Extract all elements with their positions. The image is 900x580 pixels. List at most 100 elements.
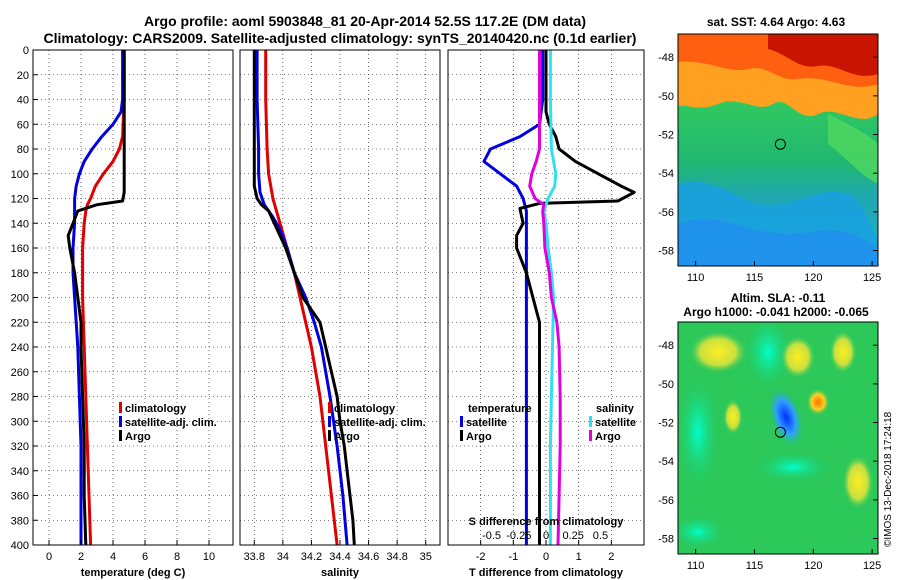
- sla-map-frame: [677, 321, 879, 555]
- depth-tick-label: 400: [11, 540, 29, 552]
- depth-tick-label: 220: [11, 317, 29, 329]
- legend-satellite: satellite-adj. clim.: [334, 417, 426, 429]
- lat-tick-label: -58: [658, 534, 674, 546]
- legend-swatch-climatology: [328, 402, 331, 413]
- s-diff-tick-label: -0.5: [482, 530, 501, 542]
- series-line-satellite: [71, 50, 125, 545]
- depth-tick-label: 100: [11, 169, 29, 181]
- x-tick-label: 34.6: [358, 551, 379, 563]
- difference-grid: [448, 49, 644, 546]
- legend-argo: Argo: [125, 431, 151, 443]
- lat-tick-label: -52: [658, 418, 674, 430]
- temperature-grid: [33, 49, 233, 546]
- depth-tick-label: 300: [11, 416, 29, 428]
- t-difference-label: T difference from climatology: [469, 567, 624, 579]
- legend-argo: Argo: [334, 431, 360, 443]
- x-tick-label: 34.8: [386, 551, 407, 563]
- temperature-panel: 0204060801001201401601802002202402602803…: [11, 45, 234, 579]
- temperature-x-ticks: 0 2 4 6 8 10: [46, 540, 215, 563]
- x-tick-label: 34.2: [301, 551, 322, 563]
- sla-float-marker: [774, 426, 786, 438]
- x-tick-label: -2: [476, 551, 486, 563]
- salinity-lines: [252, 50, 356, 546]
- imos-credit: ©IMOS 13-Dec-2018 17:24:18: [883, 411, 894, 547]
- lon-tick-label: 120: [804, 272, 822, 284]
- depth-tick-label: 360: [11, 491, 29, 503]
- s-difference-label: S difference from climatology: [469, 516, 625, 528]
- legend-temperature-title: temperature: [468, 403, 532, 415]
- sla-lat-ticks: -48 -50 -52 -54 -56 -58: [658, 340, 878, 546]
- depth-tick-label: 380: [11, 515, 29, 527]
- x-tick-label: 34: [277, 551, 289, 563]
- depth-tick-label: 20: [17, 70, 29, 82]
- legend-climatology: climatology: [125, 403, 187, 415]
- difference-panel: -2 -1 0 1 2 -0.5 -0.25 0 0.25 0.5 S difference f…: [447, 49, 645, 579]
- lat-tick-label: -48: [658, 340, 674, 352]
- depth-tick-label: 120: [11, 194, 29, 206]
- temperature-legend: climatology satellite-adj. clim. Argo: [119, 402, 217, 443]
- title-line-1: Argo profile: aoml 5903848_81 20-Apr-201…: [144, 13, 586, 29]
- legend-swatch-argo: [328, 430, 331, 441]
- depth-tick-label: 180: [11, 268, 29, 280]
- s-diff-tick-label: 0.5: [593, 530, 608, 542]
- legend-swatch-satellite: [328, 416, 331, 427]
- s-diff-tick-label: 0: [543, 530, 549, 542]
- legend-salinity-title: salinity: [596, 403, 635, 415]
- sla-map-subtitle: Argo h1000: -0.041 h2000: -0.065: [683, 305, 869, 319]
- depth-tick-label: 160: [11, 243, 29, 255]
- x-tick-label: 33.8: [244, 551, 265, 563]
- sla-map-title: Altim. SLA: -0.11: [731, 291, 826, 305]
- lat-tick-label: -52: [658, 130, 674, 142]
- x-tick-label: -1: [508, 551, 518, 563]
- legend-swatch-t-satellite: [460, 416, 463, 427]
- legend-climatology: climatology: [334, 403, 396, 415]
- legend-swatch-s-satellite: [589, 416, 592, 427]
- depth-tick-label: 40: [17, 95, 29, 107]
- series-line-climatology: [81, 50, 126, 546]
- depth-tick-label: 80: [17, 144, 29, 156]
- x-tick-label: 0: [543, 551, 549, 563]
- sst-map: 110 115 120 125 -48 -50 -52 -54 -56 -58: [658, 33, 881, 284]
- x-tick-label: 2: [78, 551, 84, 563]
- depth-ticks: 0 20 40 60 80 100 120 140 160 180 200 220 240 260 280 3…: [11, 45, 38, 552]
- depth-tick-label: 0: [23, 45, 29, 57]
- temperature-x-label: temperature (deg C): [81, 567, 186, 579]
- legend-s-argo: Argo: [595, 431, 621, 443]
- lat-tick-label: -58: [658, 246, 674, 258]
- depth-tick-label: 320: [11, 441, 29, 453]
- depth-tick-label: 340: [11, 466, 29, 478]
- lon-tick-label: 115: [746, 272, 764, 284]
- sla-lon-ticks: 110 115 120 125: [687, 549, 881, 572]
- legend-s-satellite: satellite: [595, 417, 636, 429]
- lat-tick-label: -56: [658, 495, 674, 507]
- legend-swatch-argo: [119, 430, 122, 441]
- x-tick-label: 1: [576, 551, 582, 563]
- depth-tick-label: 240: [11, 342, 29, 354]
- x-tick-label: 0: [46, 551, 52, 563]
- x-tick-label: 35: [420, 551, 432, 563]
- temperature-lines: [66, 50, 126, 546]
- lon-tick-label: 120: [804, 560, 822, 572]
- salinity-x-label: salinity: [321, 567, 360, 579]
- lat-tick-label: -50: [658, 379, 674, 391]
- x-tick-label: 4: [110, 551, 116, 563]
- lat-tick-label: -50: [658, 91, 674, 103]
- depth-tick-label: 280: [11, 392, 29, 404]
- legend-swatch-s-argo: [589, 430, 592, 441]
- legend-t-argo: Argo: [466, 431, 492, 443]
- lat-tick-label: -56: [658, 207, 674, 219]
- salinity-panel: 33.8 34 34.2 34.4 34.6 34.8 35 salinity climat…: [239, 49, 441, 579]
- title-line-2: Climatology: CARS2009. Satellite-adjuste…: [44, 30, 637, 46]
- lat-tick-label: -54: [658, 456, 674, 468]
- series-line-argo: [66, 50, 126, 546]
- legend-swatch-t-argo: [460, 430, 463, 441]
- depth-tick-label: 140: [11, 218, 29, 230]
- series-line-s-satellite: [542, 50, 558, 545]
- difference-lines: [482, 50, 636, 546]
- sst-map-frame: [677, 33, 879, 267]
- lon-tick-label: 125: [863, 560, 881, 572]
- lon-tick-label: 115: [746, 560, 764, 572]
- lon-tick-label: 110: [687, 560, 705, 572]
- lat-tick-label: -48: [658, 52, 674, 64]
- depth-tick-label: 60: [17, 119, 29, 131]
